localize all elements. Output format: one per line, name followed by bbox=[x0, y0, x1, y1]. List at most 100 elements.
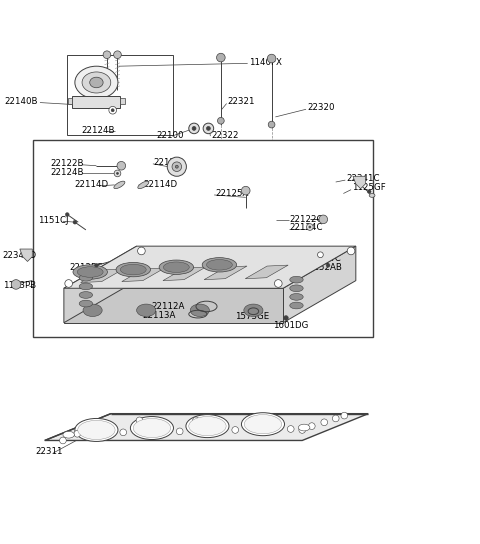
Text: 22125A: 22125A bbox=[215, 189, 249, 198]
Ellipse shape bbox=[244, 304, 263, 317]
Ellipse shape bbox=[79, 274, 93, 281]
Circle shape bbox=[120, 429, 127, 436]
Circle shape bbox=[117, 162, 126, 170]
Text: 22112A: 22112A bbox=[151, 302, 184, 311]
Circle shape bbox=[307, 224, 313, 230]
Text: 1123PB: 1123PB bbox=[2, 281, 36, 290]
Ellipse shape bbox=[83, 304, 102, 317]
Text: 22341D: 22341D bbox=[2, 251, 37, 260]
Polygon shape bbox=[64, 288, 283, 323]
Text: 22320: 22320 bbox=[307, 103, 335, 112]
Circle shape bbox=[95, 263, 98, 267]
Polygon shape bbox=[283, 246, 356, 323]
Circle shape bbox=[172, 162, 181, 171]
Text: 22122B: 22122B bbox=[50, 159, 84, 168]
Bar bbox=[33, 140, 373, 337]
Text: 22129: 22129 bbox=[154, 158, 181, 168]
Circle shape bbox=[268, 121, 275, 128]
Circle shape bbox=[332, 415, 339, 422]
Text: 22124C: 22124C bbox=[290, 224, 323, 232]
Text: 1140FX: 1140FX bbox=[249, 58, 281, 67]
Ellipse shape bbox=[290, 285, 303, 292]
Ellipse shape bbox=[133, 418, 170, 437]
Circle shape bbox=[109, 107, 117, 114]
Ellipse shape bbox=[137, 304, 156, 317]
Ellipse shape bbox=[244, 415, 282, 434]
Ellipse shape bbox=[116, 262, 151, 277]
Circle shape bbox=[114, 170, 121, 177]
Circle shape bbox=[275, 280, 282, 287]
Text: 22100: 22100 bbox=[157, 131, 184, 140]
Text: 22341C: 22341C bbox=[346, 174, 380, 183]
Polygon shape bbox=[81, 269, 123, 282]
Polygon shape bbox=[72, 96, 120, 108]
Ellipse shape bbox=[63, 431, 74, 438]
Circle shape bbox=[319, 215, 327, 224]
Polygon shape bbox=[45, 413, 368, 441]
Circle shape bbox=[175, 165, 178, 168]
Ellipse shape bbox=[79, 300, 93, 307]
Text: 22322: 22322 bbox=[211, 131, 239, 140]
Circle shape bbox=[321, 419, 327, 425]
Circle shape bbox=[318, 252, 323, 258]
Circle shape bbox=[74, 430, 81, 437]
Ellipse shape bbox=[78, 421, 115, 440]
Text: 1573GE: 1573GE bbox=[235, 312, 269, 320]
Bar bbox=[67, 55, 173, 135]
Text: 1571TC: 1571TC bbox=[308, 254, 341, 263]
Polygon shape bbox=[245, 265, 288, 279]
Ellipse shape bbox=[90, 77, 103, 88]
Ellipse shape bbox=[77, 267, 103, 277]
Circle shape bbox=[309, 423, 315, 429]
Circle shape bbox=[103, 51, 111, 59]
Text: 22113A: 22113A bbox=[143, 311, 176, 319]
Circle shape bbox=[192, 417, 199, 424]
Ellipse shape bbox=[290, 294, 303, 300]
Circle shape bbox=[367, 190, 371, 194]
Ellipse shape bbox=[186, 415, 229, 437]
Circle shape bbox=[73, 220, 77, 224]
Ellipse shape bbox=[159, 260, 193, 274]
Ellipse shape bbox=[241, 413, 285, 436]
Polygon shape bbox=[163, 267, 206, 281]
Ellipse shape bbox=[290, 302, 303, 309]
Ellipse shape bbox=[190, 304, 209, 317]
Polygon shape bbox=[64, 246, 356, 288]
Polygon shape bbox=[353, 176, 365, 189]
Circle shape bbox=[299, 426, 306, 433]
Circle shape bbox=[206, 127, 210, 131]
Circle shape bbox=[65, 213, 69, 217]
Circle shape bbox=[176, 428, 183, 435]
Circle shape bbox=[167, 157, 186, 176]
Text: 1152AB: 1152AB bbox=[308, 263, 342, 271]
Polygon shape bbox=[20, 249, 32, 262]
Circle shape bbox=[114, 51, 121, 59]
Circle shape bbox=[117, 172, 119, 175]
Text: 1601DG: 1601DG bbox=[274, 321, 309, 330]
Ellipse shape bbox=[75, 418, 118, 441]
Ellipse shape bbox=[202, 258, 237, 272]
Ellipse shape bbox=[138, 181, 149, 189]
Text: 22114D: 22114D bbox=[144, 181, 178, 189]
Text: 22140B: 22140B bbox=[4, 97, 38, 106]
Text: 22122C: 22122C bbox=[290, 215, 323, 224]
Text: 22125C: 22125C bbox=[70, 263, 103, 271]
Circle shape bbox=[136, 417, 143, 424]
Ellipse shape bbox=[131, 417, 173, 440]
Polygon shape bbox=[68, 98, 72, 104]
Ellipse shape bbox=[163, 262, 189, 273]
Polygon shape bbox=[64, 246, 137, 323]
Circle shape bbox=[11, 280, 21, 289]
Text: 1151CJ: 1151CJ bbox=[38, 216, 69, 225]
Circle shape bbox=[111, 109, 114, 112]
Ellipse shape bbox=[79, 283, 93, 290]
Polygon shape bbox=[122, 268, 165, 282]
Polygon shape bbox=[204, 266, 247, 280]
Circle shape bbox=[189, 123, 199, 134]
Circle shape bbox=[192, 127, 196, 131]
Circle shape bbox=[347, 247, 355, 255]
Ellipse shape bbox=[120, 264, 146, 275]
Polygon shape bbox=[120, 98, 125, 104]
Circle shape bbox=[65, 280, 72, 287]
Circle shape bbox=[288, 425, 294, 432]
